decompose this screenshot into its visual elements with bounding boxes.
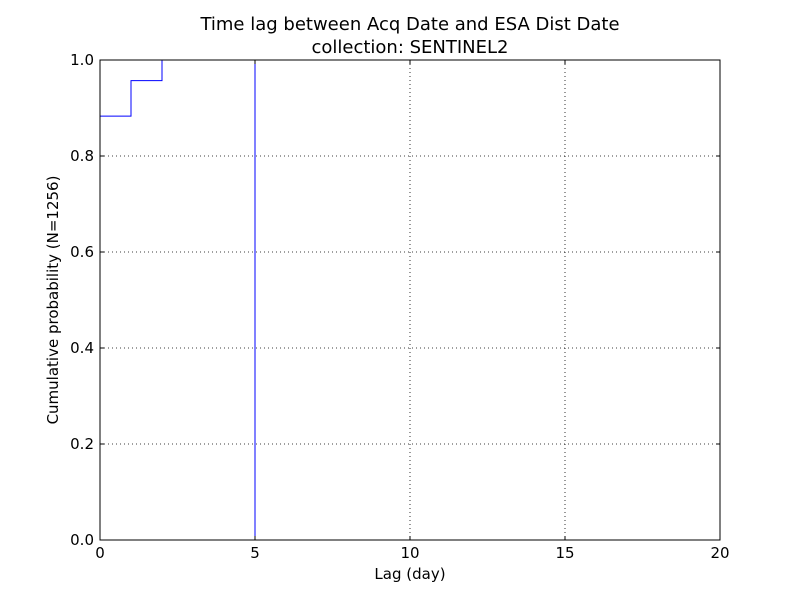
y-tick-label: 0.2	[70, 435, 94, 453]
x-tick-label: 20	[710, 544, 729, 562]
x-tick-label: 0	[95, 544, 105, 562]
y-axis: 0.0 0.2 0.4 0.6 0.8 1.0	[70, 51, 720, 549]
chart-title: Time lag between Acq Date and ESA Dist D…	[199, 14, 619, 35]
x-axis-label: Lag (day)	[374, 565, 445, 583]
x-tick-label: 10	[400, 544, 419, 562]
y-axis-label: Cumulative probability (N=1256)	[44, 176, 62, 425]
x-tick-label: 5	[250, 544, 260, 562]
y-tick-label: 0.0	[70, 531, 94, 549]
y-tick-label: 0.4	[70, 339, 94, 357]
y-tick-label: 0.8	[70, 147, 94, 165]
y-tick-label: 1.0	[70, 51, 94, 69]
y-tick-label: 0.6	[70, 243, 94, 261]
chart-subtitle: collection: SENTINEL2	[311, 37, 508, 58]
x-axis: 0 5 10 15 20	[95, 60, 730, 562]
x-tick-label: 15	[555, 544, 574, 562]
